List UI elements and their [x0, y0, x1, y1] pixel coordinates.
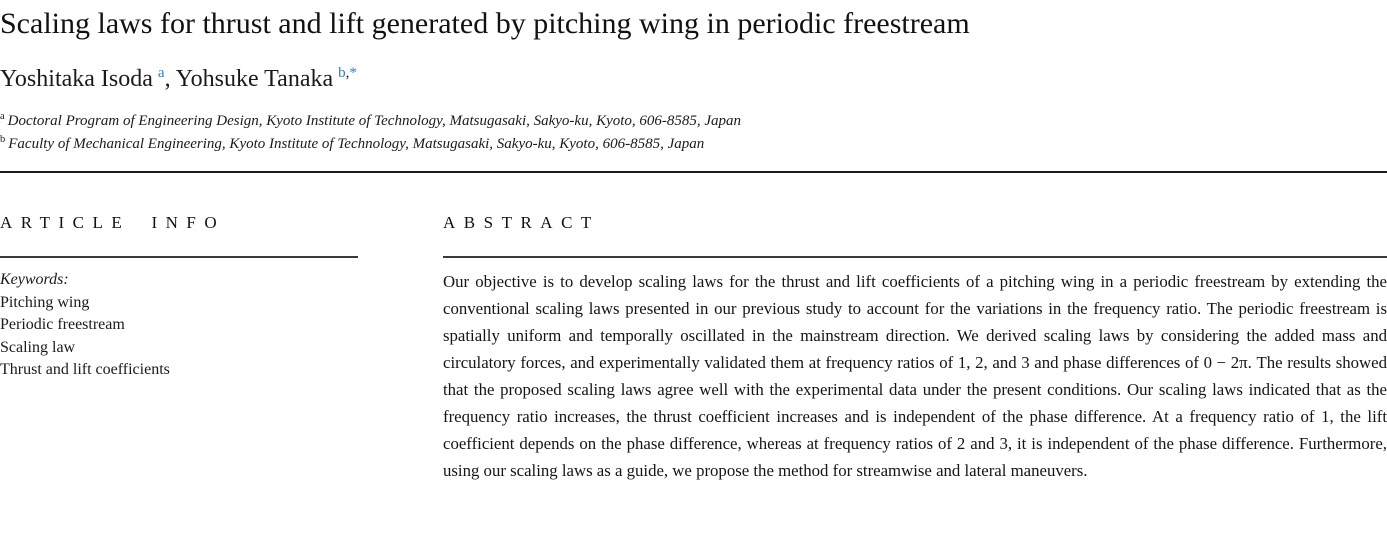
keyword-item: Pitching wing [0, 293, 90, 311]
keyword-item: Scaling law [0, 338, 76, 356]
abstract-column: ABSTRACT Our objective is to develop sca… [443, 214, 1387, 484]
keyword-item: Thrust and lift coefficients [0, 361, 170, 378]
author-sup-second: b,* [338, 65, 357, 81]
affiliation-a: a Doctoral Program of Engineering Design,… [0, 110, 1387, 133]
author-affiliation-link-a[interactable]: a [157, 65, 165, 81]
affiliations: a Doctoral Program of Engineering Design,… [0, 110, 1387, 156]
author-sup-comma: , [345, 65, 350, 81]
header-divider [0, 171, 1387, 173]
column-gap [358, 214, 443, 484]
affiliation-a-sup: a [0, 111, 5, 122]
article-info-divider [0, 256, 358, 258]
author-name-second: Yohsuke Tanaka [175, 66, 334, 92]
corresponding-author-link[interactable]: * [349, 65, 357, 81]
affiliation-b: b Faculty of Mechanical Engineering, Kyot… [0, 133, 1387, 156]
keywords-block: Keywords: Pitching wing Periodic freestr… [0, 269, 358, 382]
affiliation-b-sup: b [0, 134, 6, 145]
article-info-heading: ARTICLE INFO [0, 213, 226, 232]
abstract-text: Our objective is to develop scaling laws… [443, 272, 1387, 480]
paper-title: Scaling laws for thrust and lift generat… [0, 7, 970, 40]
keyword-item: Periodic freestream [0, 316, 125, 333]
abstract-heading: ABSTRACT [443, 213, 600, 232]
affiliation-b-text: Faculty of Mechanical Engineering, Kyoto… [8, 136, 705, 152]
article-info-column: ARTICLE INFO Keywords: Pitching wing Per… [0, 214, 358, 484]
affiliation-a-text: Doctoral Program of Engineering Design, … [7, 113, 742, 129]
author-line: Yoshitaka Isoda a, Yohsuke Tanaka b,* [0, 64, 1387, 94]
author-affiliation-link-b[interactable]: b [338, 65, 346, 81]
author-name-first: Yoshitaka Isoda [0, 66, 153, 92]
abstract-divider [443, 256, 1387, 258]
author-separator: , [164, 66, 171, 92]
info-abstract-columns: ARTICLE INFO Keywords: Pitching wing Per… [0, 214, 1387, 484]
keywords-label: Keywords: [0, 271, 69, 288]
